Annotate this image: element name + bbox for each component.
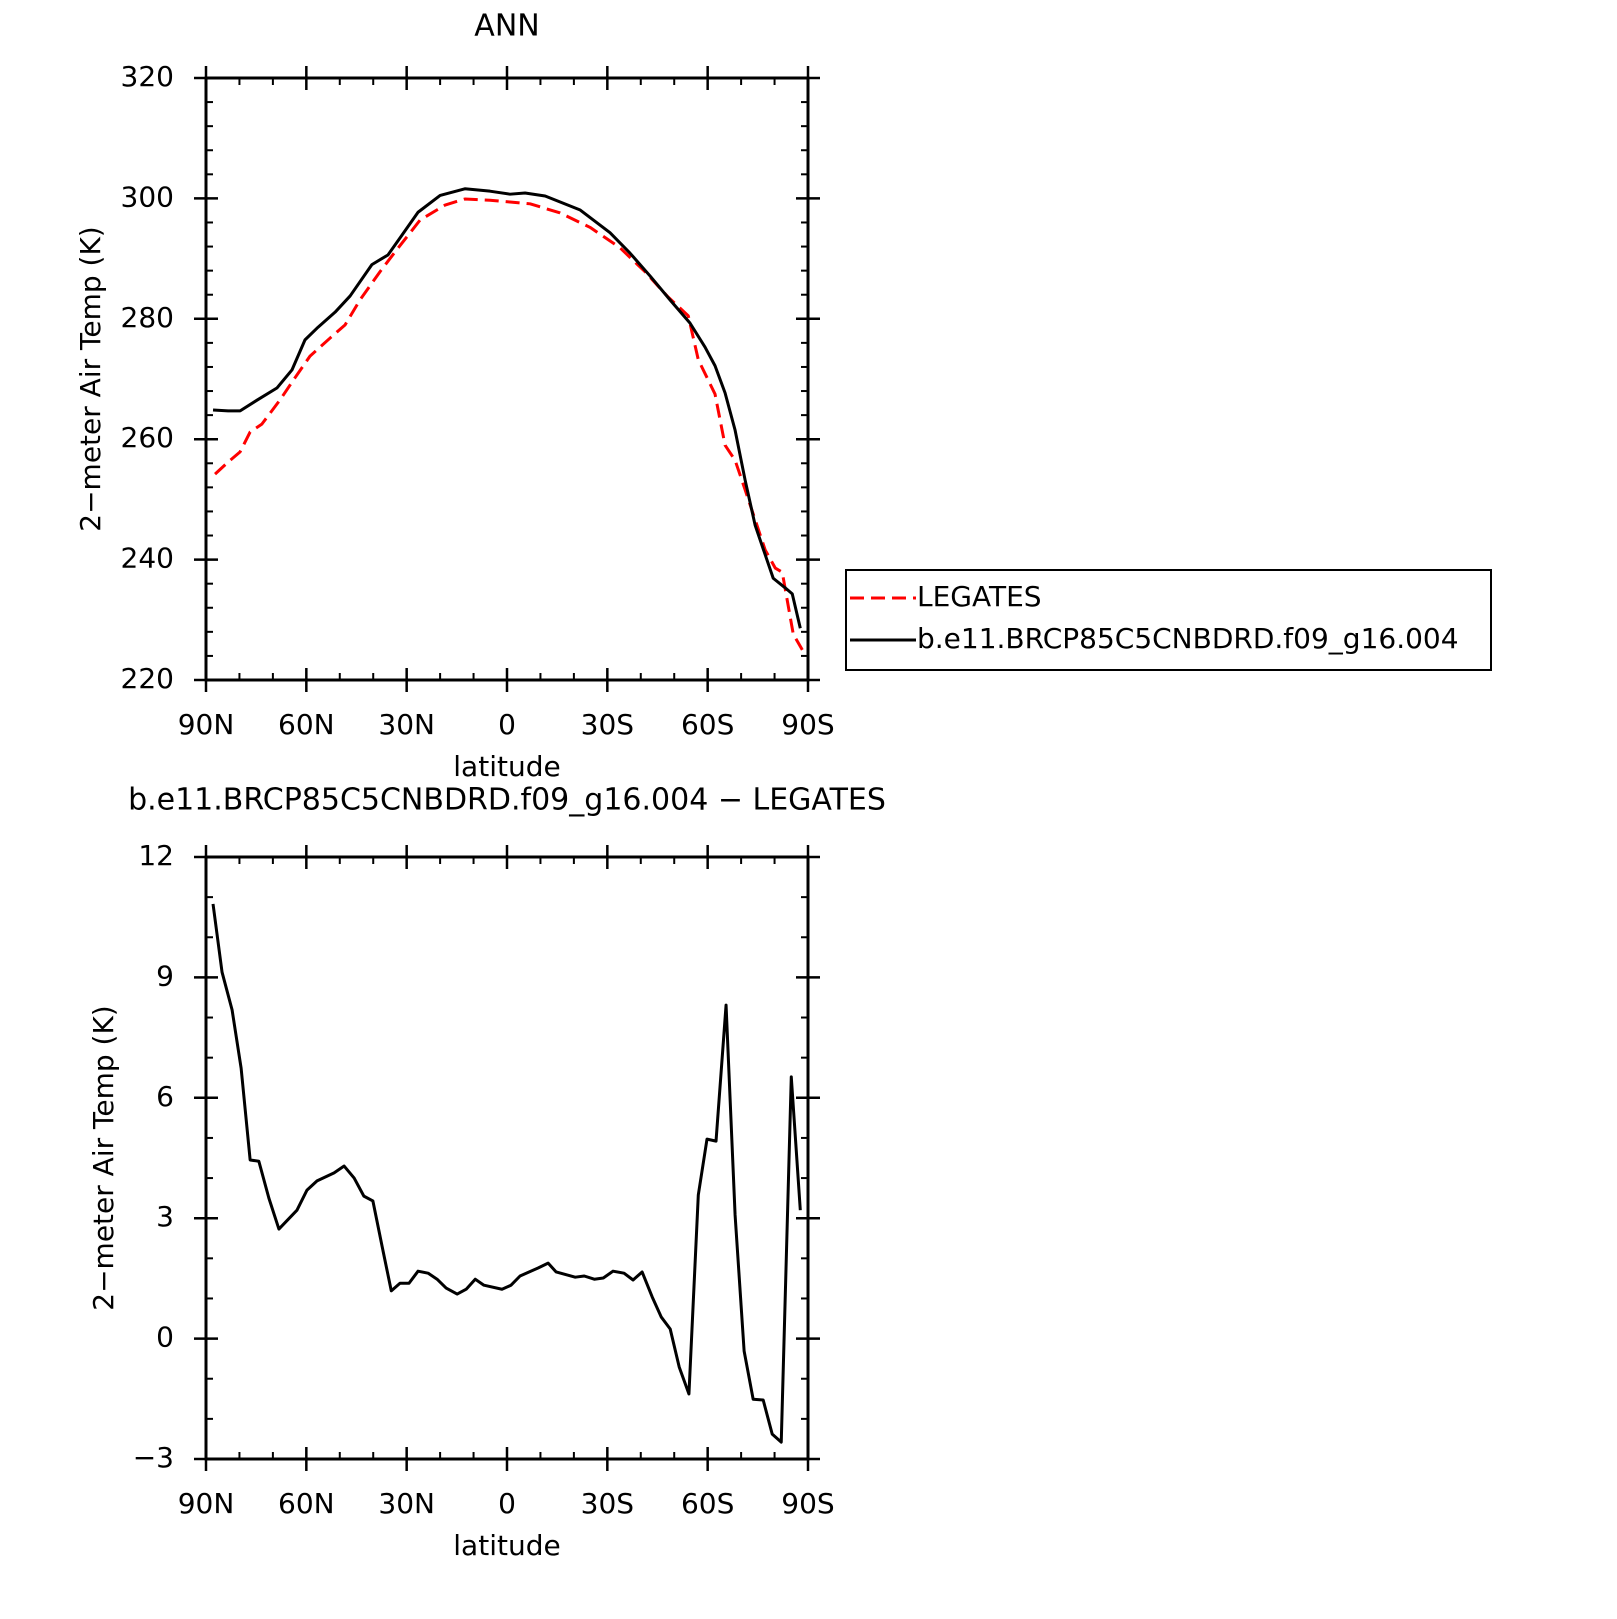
y-tick-label: 9 [156, 959, 174, 992]
x-tick-label: 90S [781, 708, 834, 741]
x-tick-label: 30N [378, 708, 435, 741]
legend-label: b.e11.BRCP85C5CNBDRD.f09_g16.004 [917, 622, 1459, 655]
y-tick-label: 300 [121, 180, 174, 213]
x-tick-label: 30S [581, 1487, 634, 1520]
y-tick-label: −3 [133, 1441, 174, 1474]
x-tick-label: 60S [681, 708, 734, 741]
chart-title: ANN [474, 9, 539, 44]
legend-label: LEGATES [917, 580, 1042, 613]
x-tick-label: 30N [378, 1487, 435, 1520]
y-tick-label: 280 [121, 301, 174, 334]
x-tick-label: 90N [178, 708, 235, 741]
x-tick-label: 60S [681, 1487, 734, 1520]
x-tick-label: 0 [498, 708, 516, 741]
x-tick-label: 60N [278, 1487, 335, 1520]
data-line [214, 197, 804, 651]
plot-frame [204, 855, 810, 1461]
chart-title: b.e11.BRCP85C5CNBDRD.f09_g16.004 − LEGAT… [128, 783, 886, 818]
y-tick-label: 12 [138, 839, 174, 872]
y-tick-label: 3 [156, 1200, 174, 1233]
legend-frame [845, 569, 1492, 671]
data-line [212, 187, 802, 629]
y-tick-label: 220 [121, 662, 174, 695]
x-tick-label: 0 [498, 1487, 516, 1520]
x-tick-label: 60N [278, 708, 335, 741]
plot-frame [204, 76, 810, 682]
y-tick-label: 240 [121, 542, 174, 575]
x-tick-label: 90S [781, 1487, 834, 1520]
y-tick-label: 260 [121, 421, 174, 454]
x-tick-label: 90N [178, 1487, 235, 1520]
y-axis-label: 2−meter Air Temp (K) [87, 1005, 120, 1310]
y-tick-label: 6 [156, 1080, 174, 1113]
x-axis-label: latitude [453, 1529, 560, 1562]
y-tick-label: 320 [121, 60, 174, 93]
x-axis-label: latitude [453, 750, 560, 783]
y-tick-label: 0 [156, 1321, 174, 1354]
x-tick-label: 30S [581, 708, 634, 741]
y-axis-label: 2−meter Air Temp (K) [74, 226, 107, 531]
data-line [211, 903, 802, 1444]
